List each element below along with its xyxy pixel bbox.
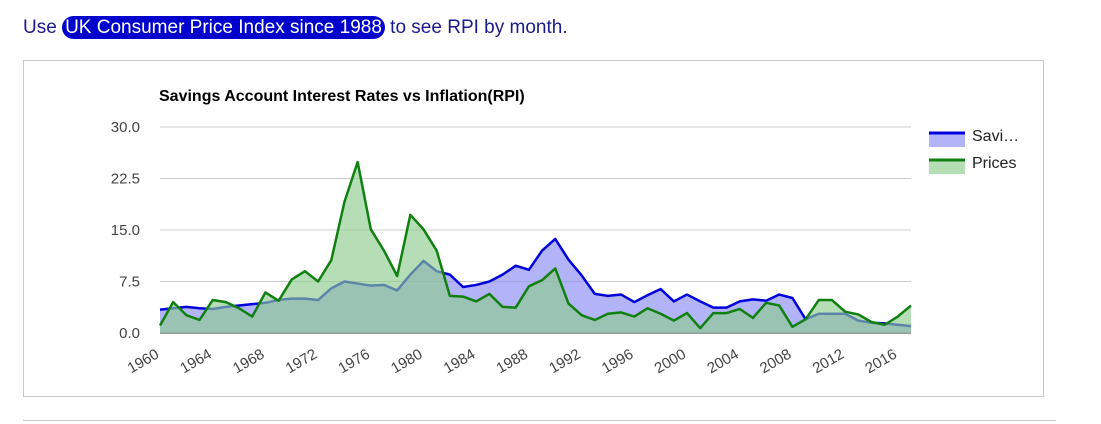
y-tick-label: 22.5 <box>111 171 140 188</box>
x-tick-label: 1972 <box>283 346 320 377</box>
y-tick-label: 30.0 <box>111 119 140 136</box>
x-tick-label: 1992 <box>546 346 583 377</box>
x-axis: 1960 1964 1968 1972 1976 1980 1984 1988 1992 1996… <box>125 346 900 377</box>
x-tick-label: 1960 <box>125 346 162 377</box>
x-tick-label: 1964 <box>177 346 214 377</box>
x-tick-label: 1976 <box>335 346 372 377</box>
chart-title: Savings Account Interest Rates vs Inflat… <box>159 88 525 105</box>
prices-line <box>158 160 912 330</box>
intro-prefix: Use <box>23 17 63 38</box>
series-areas <box>158 160 912 333</box>
bottom-divider <box>23 420 1056 421</box>
legend-label-savings: Savi… <box>972 128 1019 145</box>
intro-suffix: to see RPI by month. <box>384 17 568 38</box>
intro-text: Use UK Consumer Price Index since 1988 t… <box>23 16 568 40</box>
area-chart: Savings Account Interest Rates vs Inflat… <box>111 88 1019 377</box>
cpi-link[interactable]: UK Consumer Price Index since 1988 <box>62 16 385 39</box>
x-tick-label: 2016 <box>862 346 899 377</box>
x-tick-label: 2004 <box>704 346 741 377</box>
x-tick-label: 1980 <box>388 346 425 377</box>
y-tick-label: 7.5 <box>119 274 140 291</box>
y-tick-label: 0.0 <box>119 325 140 342</box>
legend: Savi… Prices <box>929 128 1019 174</box>
x-tick-label: 1968 <box>230 346 267 377</box>
prices-area <box>160 162 911 333</box>
x-tick-label: 1984 <box>441 346 478 377</box>
x-tick-label: 2012 <box>810 346 847 377</box>
y-axis: 30.0 22.5 15.0 7.5 0.0 <box>111 119 140 342</box>
y-tick-label: 15.0 <box>111 222 140 239</box>
x-tick-label: 1988 <box>494 346 531 377</box>
x-tick-label: 2000 <box>652 346 689 377</box>
legend-swatch-savings <box>929 133 965 147</box>
legend-swatch-prices <box>929 160 965 174</box>
legend-label-prices: Prices <box>972 155 1016 172</box>
chart-container: Savings Account Interest Rates vs Inflat… <box>23 60 1044 397</box>
x-tick-label: 1996 <box>599 346 636 377</box>
x-tick-label: 2008 <box>757 346 794 377</box>
